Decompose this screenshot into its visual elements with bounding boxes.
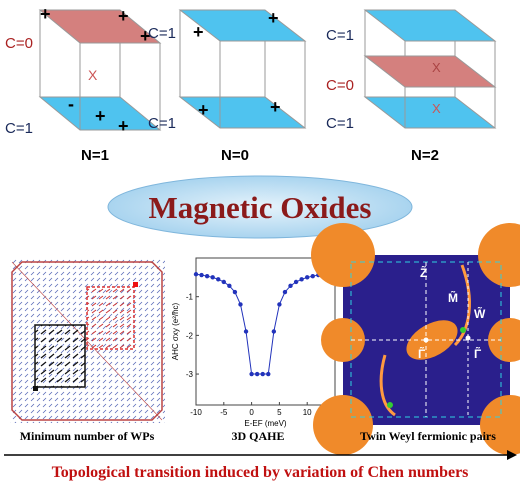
point: [299, 277, 304, 282]
x-axis-label: E-EF (meV): [244, 419, 287, 428]
point: [277, 302, 282, 307]
arrow-head: [507, 450, 517, 460]
point: [293, 279, 299, 285]
footer: Topological transition induced by variat…: [52, 464, 469, 481]
point: [282, 289, 288, 295]
point: [254, 371, 260, 377]
caption: Minimum number of WPs: [20, 429, 155, 443]
caption: N=0: [221, 147, 249, 164]
point: [221, 279, 226, 285]
x-tick-label: 0: [249, 408, 254, 417]
weyl-panel: Z̃ M̃ W̃ Γ̃ Γ̃: [311, 223, 520, 455]
sign: +: [118, 116, 129, 136]
sign: +: [198, 100, 209, 120]
point: [199, 272, 204, 278]
cube: C=1 C=1 + + + + N=0: [148, 8, 307, 164]
sign: +: [118, 6, 129, 26]
sign: +: [193, 22, 204, 42]
sign: +: [95, 106, 106, 126]
point-label: W̃: [474, 306, 486, 321]
cross: X: [88, 67, 98, 83]
cross: X: [432, 101, 441, 116]
chern-label: C=1: [5, 120, 33, 137]
caption: 3D QAHE: [231, 429, 284, 443]
caption: Twin Weyl fermionic pairs: [360, 429, 496, 443]
point-label: Z̃: [420, 265, 427, 280]
point: [271, 329, 277, 334]
vector-field-panel: [10, 258, 165, 423]
sign: -: [68, 94, 74, 114]
point: [266, 371, 271, 377]
point: [260, 371, 265, 377]
chern-label: C=1: [148, 115, 176, 132]
x-tick-label: -10: [190, 408, 202, 417]
point: [193, 272, 199, 277]
point-label: M̃: [448, 290, 458, 305]
sign: +: [270, 97, 281, 117]
y-axis-label: AHC σxy (e²/ħc): [171, 302, 180, 360]
sign: +: [140, 26, 151, 46]
point: [204, 273, 210, 279]
point: [227, 283, 232, 289]
point: [310, 273, 315, 279]
title-ellipse: [107, 175, 413, 239]
cross: X: [432, 60, 441, 75]
point: [249, 371, 254, 377]
title: Magnetic Oxides: [149, 190, 372, 225]
chern-label: C=1: [148, 25, 176, 42]
point: [288, 283, 293, 289]
point: [305, 275, 310, 280]
x-tick-label: -5: [220, 408, 228, 417]
point: [216, 277, 221, 282]
point: [232, 289, 238, 295]
chern-label: C=1: [326, 27, 354, 44]
chern-label: C=0: [326, 77, 354, 94]
caption: N=2: [411, 147, 439, 164]
point-label: Γ̃: [474, 346, 482, 361]
plot: -10-5051015-1-2-3E-EF (meV)AHC σxy (e²/ħ…: [171, 257, 340, 428]
point: [210, 275, 215, 280]
y-tick-label: -1: [186, 293, 194, 302]
sign: +: [268, 8, 279, 28]
point-label: Γ̃: [418, 346, 426, 361]
x-tick-label: 5: [277, 408, 282, 417]
point: [243, 329, 249, 334]
x-tick-label: 10: [303, 408, 312, 417]
y-tick-label: -2: [186, 331, 194, 340]
chern-label: C=0: [5, 35, 33, 52]
cube: X X C=1 C=0 C=1 N=2: [326, 9, 497, 164]
y-tick-label: -3: [186, 370, 194, 379]
chern-label: C=1: [326, 115, 354, 132]
cube: X C=0 C=1 + + + - + + N=1: [5, 4, 162, 164]
sign: +: [40, 4, 51, 24]
caption: N=1: [81, 147, 109, 164]
plot-area: [195, 257, 336, 406]
point: [238, 302, 243, 307]
